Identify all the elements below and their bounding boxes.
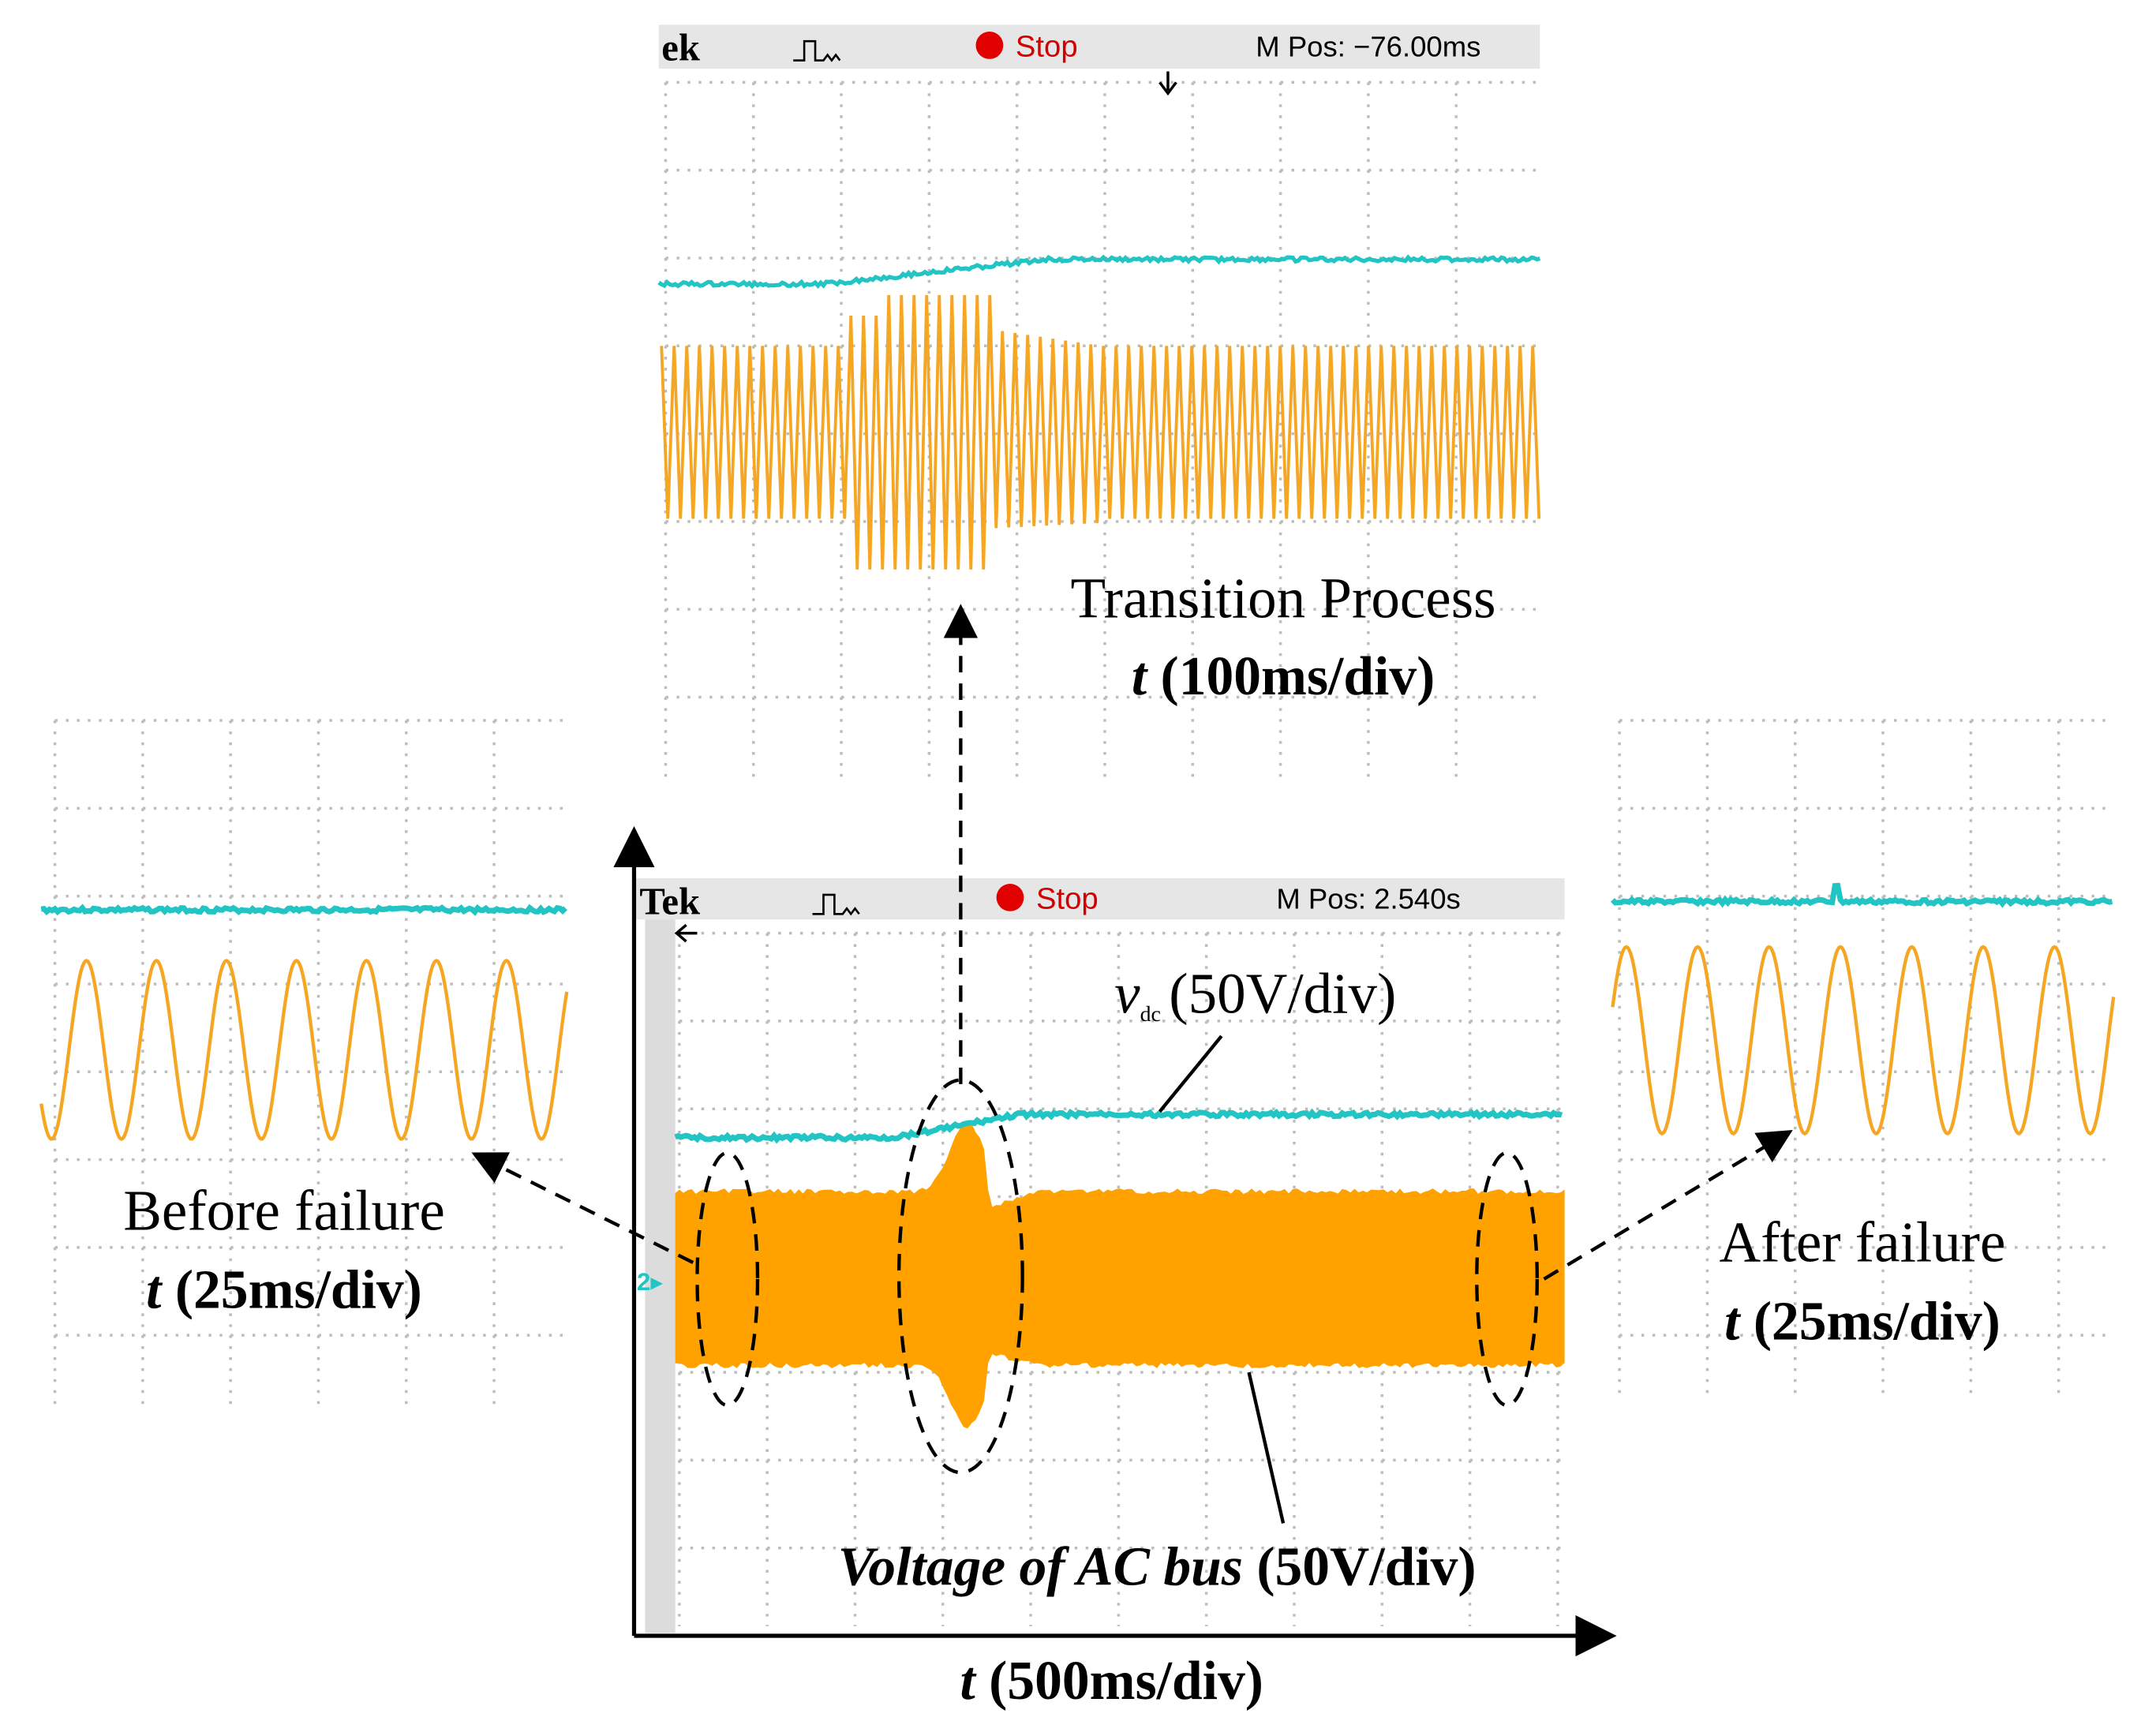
channel-marker: 2▸ <box>637 1268 663 1296</box>
scope-brand: Tek <box>639 880 700 922</box>
ac-envelope <box>675 1123 1565 1429</box>
caption-scale: t (25ms/div) <box>1724 1291 2001 1352</box>
scope-strip <box>645 919 676 1633</box>
annotations <box>471 604 1793 1475</box>
dc-trace <box>1610 882 2113 908</box>
scope-status: Stop <box>1016 29 1078 63</box>
dc-label: vdc (50V/div) <box>1114 961 1396 1026</box>
stop-icon <box>996 883 1024 911</box>
caption-title: Transition Process <box>1071 567 1496 630</box>
scope-header <box>634 878 1565 920</box>
caption-scale: t (100ms/div) <box>1132 646 1435 707</box>
x-axis-label: t (500ms/div) <box>960 1651 1263 1712</box>
scope-brand: ek <box>661 27 700 69</box>
dc-trace <box>657 254 1541 290</box>
ac-trace <box>39 958 569 1141</box>
caption-title: Before failure <box>123 1178 445 1242</box>
caption-title: After failure <box>1720 1210 2006 1274</box>
ac-trace <box>1611 945 2116 1136</box>
stop-icon <box>975 32 1004 59</box>
dc-trace <box>40 904 567 916</box>
scope-status: Stop <box>1036 881 1099 915</box>
ac-trace <box>660 294 1541 570</box>
dc-trace <box>674 1108 1563 1144</box>
ac-label: Voltage of AC bus (50V/div) <box>838 1537 1477 1598</box>
right-scope <box>1610 719 2116 1394</box>
caption-scale: t (25ms/div) <box>146 1259 422 1320</box>
top-scope: ek Stop M Pos: −76.00ms <box>657 24 1541 783</box>
scope-position: M Pos: −76.00ms <box>1256 30 1480 62</box>
scope-header <box>658 24 1540 69</box>
main-scope: Tek Stop M Pos: 2.540s 2▸ <box>634 878 1565 1633</box>
left-scope <box>39 719 569 1407</box>
scope-position: M Pos: 2.540s <box>1276 882 1460 915</box>
